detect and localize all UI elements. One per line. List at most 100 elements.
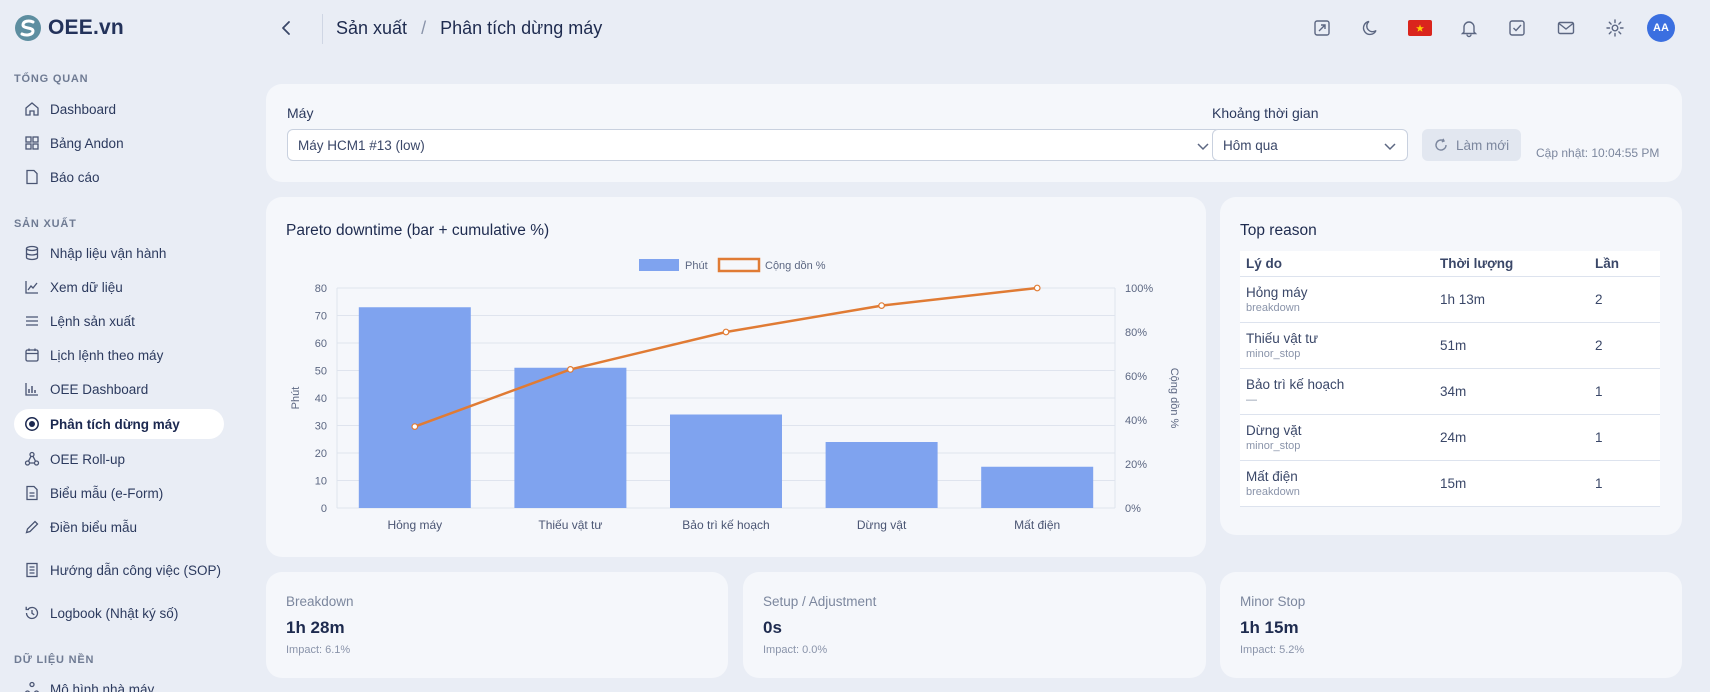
- hierarchy-icon: [24, 451, 40, 466]
- y2-tick-label: 20%: [1125, 459, 1147, 471]
- y2-tick-label: 80%: [1125, 327, 1147, 339]
- y2-tick-label: 60%: [1125, 371, 1147, 383]
- sidebar-item-label: Nhập liệu vận hành: [50, 245, 167, 261]
- y-tick-label: 0: [321, 503, 327, 515]
- sidebar-item-sop[interactable]: Hướng dẫn công việc (SOP): [14, 552, 224, 588]
- pencil-icon: [25, 520, 39, 534]
- y-tick-label: 70: [315, 311, 327, 323]
- duration-cell: 15m: [1440, 476, 1467, 491]
- reason-code: breakdown: [1246, 302, 1300, 314]
- duration-cell: 34m: [1440, 384, 1467, 399]
- legend-swatch-line: [717, 257, 761, 273]
- reason-code: —: [1246, 394, 1257, 406]
- y2-tick-label: 40%: [1125, 415, 1147, 427]
- database-icon: [25, 245, 39, 261]
- legend-label-bars: Phút: [685, 260, 708, 272]
- column-header-duration: Thời lượng: [1440, 256, 1514, 271]
- fullscreen-icon[interactable]: [1312, 18, 1332, 38]
- sidebar-item-label: Lệnh sản xuất: [50, 313, 135, 329]
- reason-cell: Hỏng máy breakdown: [1240, 285, 1440, 314]
- kpi-value: 1h 15m: [1240, 618, 1299, 637]
- pareto-card: Pareto downtime (bar + cumulative %) 0 10…: [266, 197, 1206, 557]
- table-row[interactable]: Thiếu vật tư minor_stop 51m 2: [1240, 323, 1660, 369]
- table-row[interactable]: Mất điện breakdown 15m 1: [1240, 461, 1660, 507]
- period-label: Khoảng thời gian: [1212, 105, 1319, 121]
- period-select[interactable]: Hôm qua: [1212, 129, 1408, 161]
- kpi-label: Breakdown: [286, 594, 354, 609]
- sidebar-item-label: Dashboard: [50, 101, 117, 117]
- cumulative-line: [414, 286, 1038, 428]
- reason-code: breakdown: [1246, 486, 1300, 498]
- y-tick-label: 50: [315, 366, 327, 378]
- kpi-value: 1h 28m: [286, 618, 345, 637]
- kpi-card-breakdown: Breakdown 1h 28m Impact: 6.1%: [266, 572, 728, 678]
- sidebar-item-logbook[interactable]: Logbook (Nhật ký số): [14, 598, 224, 628]
- refresh-button[interactable]: Làm mới: [1422, 129, 1522, 161]
- breadcrumb-item-production[interactable]: Sản xuất: [336, 18, 408, 38]
- table-row[interactable]: Dừng vặt minor_stop 24m 1: [1240, 415, 1660, 461]
- sidebar-item-label: Lịch lệnh theo máy: [50, 347, 164, 363]
- reason-name: Mất điện: [1246, 469, 1298, 484]
- moon-icon[interactable]: [1361, 18, 1381, 38]
- y-tick-label: 80: [315, 283, 327, 295]
- sidebar-item-label: Xem dữ liệu: [50, 279, 123, 295]
- refresh-icon: [1435, 138, 1447, 151]
- y-tick-label: 40: [315, 393, 327, 405]
- machine-select[interactable]: Máy HCM1 #13 (low): [287, 129, 1221, 161]
- reason-cell: Thiếu vật tư minor_stop: [1240, 331, 1440, 360]
- sidebar-item-eform[interactable]: Biểu mẫu (e-Form): [14, 478, 224, 508]
- sidebar-item-reports[interactable]: Báo cáo: [14, 162, 224, 192]
- cumulative-point: [722, 328, 730, 336]
- duration-cell: 51m: [1440, 338, 1467, 353]
- legend-label-line: Cộng dồn %: [765, 260, 826, 272]
- section-label-production: SẢN XUẤT: [14, 218, 77, 230]
- table-row[interactable]: Hỏng máy breakdown 1h 13m 2: [1240, 277, 1660, 323]
- period-select-value: Hôm qua: [1223, 137, 1278, 153]
- sidebar-item-oee-rollup[interactable]: OEE Roll-up: [14, 444, 224, 474]
- sidebar-item-machine-schedule[interactable]: Lịch lệnh theo máy: [14, 340, 224, 370]
- sidebar-item-label: Bảng Andon: [50, 135, 124, 151]
- table-header: Lý do Thời lượng Lần: [1240, 251, 1660, 277]
- back-arrow-icon[interactable]: [276, 18, 296, 38]
- last-updated: Cập nhật: 10:04:55 PM: [1536, 146, 1660, 160]
- page-title: Phân tích dừng máy: [440, 18, 603, 38]
- y2-tick-label: 100%: [1125, 283, 1153, 295]
- factory-icon: [25, 681, 39, 692]
- bell-icon[interactable]: [1459, 18, 1479, 38]
- duration-cell: 24m: [1440, 430, 1467, 445]
- sidebar-item-downtime-analysis[interactable]: Phân tích dừng máy: [14, 409, 224, 439]
- kpi-value: 0s: [763, 618, 782, 637]
- mail-icon[interactable]: [1556, 18, 1576, 38]
- y-tick-label: 30: [315, 421, 327, 433]
- table-row[interactable]: Bảo trì kế hoạch — 34m 1: [1240, 369, 1660, 415]
- gear-icon[interactable]: [1605, 18, 1625, 38]
- sidebar-item-andon[interactable]: Bảng Andon: [14, 128, 224, 158]
- sidebar-item-work-orders[interactable]: Lệnh sản xuất: [14, 306, 224, 336]
- kpi-impact: Impact: 6.1%: [286, 644, 351, 656]
- sidebar-item-fill-form[interactable]: Điền biểu mẫu: [14, 512, 224, 542]
- sidebar-item-factory-model[interactable]: Mô hình nhà máy: [14, 674, 224, 692]
- pareto-bar: [358, 307, 471, 508]
- task-check-icon[interactable]: [1507, 18, 1527, 38]
- count-cell: 1: [1595, 384, 1603, 399]
- app-logo[interactable]: OEE.vn: [14, 14, 124, 42]
- kpi-impact: Impact: 5.2%: [1240, 644, 1305, 656]
- sidebar-item-dashboard[interactable]: Dashboard: [14, 94, 224, 124]
- reason-cell: Mất điện breakdown: [1240, 469, 1440, 498]
- x-tick-label: Mất điện: [1014, 518, 1060, 532]
- logo-icon: [15, 15, 41, 41]
- pareto-bar: [670, 414, 782, 508]
- sidebar-item-view-data[interactable]: Xem dữ liệu: [14, 272, 224, 302]
- kpi-card-minor-stop: Minor Stop 1h 15m Impact: 5.2%: [1220, 572, 1682, 678]
- top-reason-title: Top reason: [1240, 222, 1317, 239]
- cumulative-point: [1033, 284, 1041, 292]
- sidebar-item-data-entry[interactable]: Nhập liệu vận hành: [14, 238, 224, 268]
- top-bar: Sản xuất / Phân tích dừng máy: [266, 0, 1710, 56]
- avatar[interactable]: AA: [1647, 14, 1675, 42]
- sidebar-item-oee-dashboard[interactable]: OEE Dashboard: [14, 374, 224, 404]
- filter-card: Máy Máy HCM1 #13 (low) Khoảng thời gian …: [266, 84, 1682, 182]
- sidebar-item-label: Phân tích dừng máy: [50, 416, 180, 432]
- section-label-overview: TỔNG QUAN: [14, 73, 89, 85]
- y2-axis-title: Cộng dồn %: [1168, 368, 1180, 429]
- vietnam-flag-icon[interactable]: [1408, 20, 1432, 36]
